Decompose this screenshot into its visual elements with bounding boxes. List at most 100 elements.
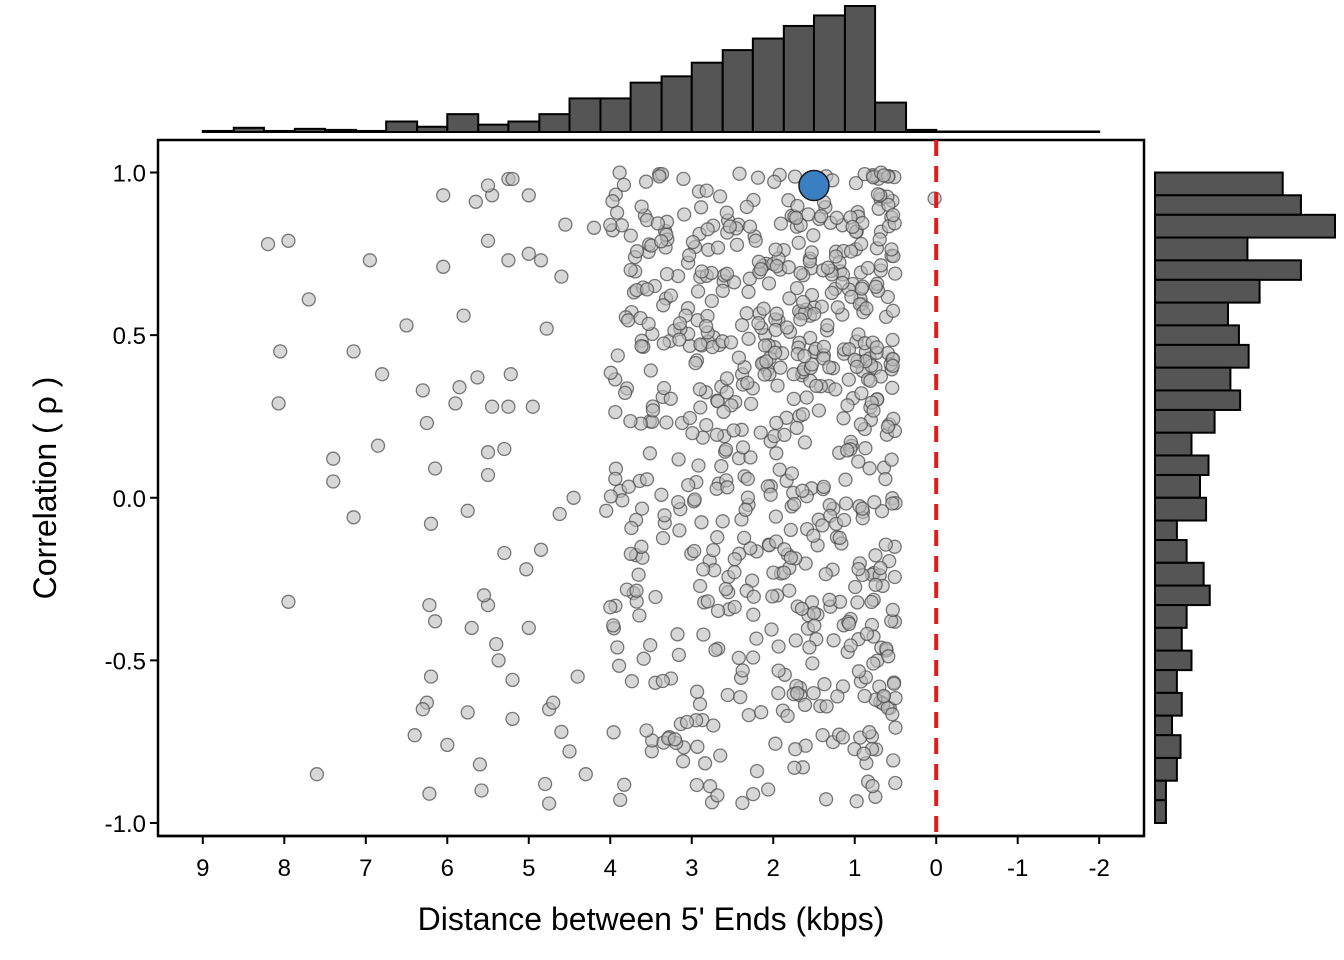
right-histogram-bar [1154,473,1201,499]
scatter-point [828,382,843,397]
scatter-point [423,669,439,684]
top-histogram-bar [446,113,480,134]
scatter-point [710,788,725,803]
scatter-point [859,626,875,642]
scatter-point [820,260,836,275]
scatter-point [709,427,725,442]
y-tick-label: 1.0 [113,161,146,188]
highlight-point-group [798,169,830,202]
top-histogram-bar [1057,130,1090,134]
scatter-point [716,404,731,419]
scatter-point [850,595,865,610]
scatter-point [885,707,900,722]
scatter-point [740,471,755,487]
scatter-point [656,298,671,313]
scatter-point [685,234,701,250]
scatter-point [805,656,820,671]
scatter-point [706,542,721,558]
scatter-point [621,313,636,328]
scatter-point [671,452,686,467]
scatter-point [793,265,808,281]
top-histogram-bar [232,126,265,134]
scatter-point [720,687,735,703]
x-tick-label: 7 [359,855,372,882]
scatter-point [629,244,645,259]
scatter-point [790,198,805,214]
scatter-point [710,530,725,545]
y-tick-label: 0.5 [113,323,146,350]
scatter-point [638,174,654,189]
scatter-point [836,411,851,426]
scatter-point [783,550,799,565]
scatter-point [851,664,867,679]
scatter-point [822,360,837,375]
scatter-point [685,425,700,441]
right-histogram-bar [1154,431,1193,457]
scatter-point [599,503,614,518]
scatter-point [739,306,754,321]
scatter-point [748,233,763,248]
scatter-point [771,663,786,678]
scatter-point [727,551,742,567]
scatter-point [851,454,866,469]
scatter-point [554,269,569,284]
scatter-point [840,398,855,413]
scatter-point [743,396,759,412]
scatter-point [781,260,796,275]
top-histogram-bar [293,127,327,134]
right-histogram-bar [1154,278,1261,304]
scatter-point [864,594,879,610]
top-histogram-bar [201,129,235,133]
scatter-point [818,566,833,582]
right-histogram-bar [1154,734,1182,759]
scatter-point [740,375,755,391]
scatter-point [670,627,685,642]
scatter-point [870,187,886,202]
right-histogram-bar [1154,519,1178,542]
scatter-point [757,367,772,382]
scatter-point [654,487,669,502]
x-axis-title: Distance between 5' Ends (kbps) [418,901,885,937]
scatter-point [769,258,785,274]
scatter-point [868,279,884,294]
scatter-point [829,210,844,225]
scatter-point [419,415,435,431]
scatter-point [603,600,618,615]
scatter-point [605,194,620,209]
scatter-point [301,292,316,307]
scatter-point [854,236,869,252]
scatter-point [858,441,873,456]
scatter-point [885,602,900,618]
scatter-point [840,443,855,458]
scatter-point [689,684,705,699]
scatter-point [690,284,706,299]
scatter-point [672,332,687,347]
scatter-point [521,620,536,636]
scatter-point [539,321,554,336]
scatter-point [885,380,900,395]
scatter-point [769,446,784,461]
scatter-point [688,355,703,371]
scatter-point [782,583,797,598]
scatter-point [484,399,500,414]
scatter-point [650,216,666,231]
scatter-point [832,530,847,546]
scatter-point [884,242,899,257]
scatter-point [804,245,819,260]
scatter-point [849,359,865,375]
right-histogram-bar [1154,714,1174,737]
scatter-point [862,461,877,476]
scatter-point [811,403,827,418]
scatter-point [682,410,698,426]
scatter-point [885,332,900,348]
scatter-point [743,450,758,465]
scatter-point [693,200,709,215]
scatter-point [436,259,451,274]
y-tick-label: -1.0 [105,811,146,838]
scatter-point [787,496,802,512]
scatter-point [537,776,553,792]
scatter-point [346,510,361,525]
scatter-point [855,501,870,516]
scatter-point [578,767,593,782]
y-axis-title: Correlation ( ρ ) [27,377,63,600]
